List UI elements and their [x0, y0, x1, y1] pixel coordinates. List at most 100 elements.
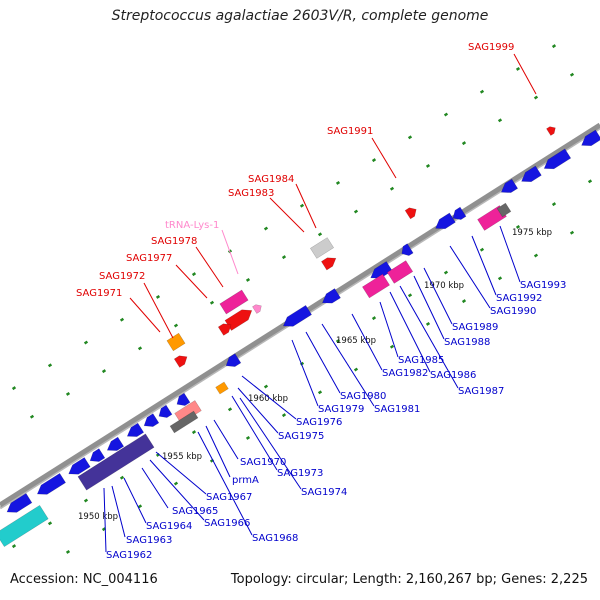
reverse-gene-leader [155, 451, 207, 495]
reverse-gene-leader [103, 487, 107, 553]
reverse-gene-leader [389, 291, 431, 373]
reverse-gene [500, 178, 519, 193]
reverse-gene-label: SAG1967 [206, 492, 252, 503]
tick-dot [425, 321, 431, 326]
scale-label: 1970 kbp [424, 281, 464, 291]
reverse-gene [89, 448, 106, 462]
forward-gene-red [321, 257, 337, 271]
tick-dot [83, 340, 89, 345]
reverse-gene [370, 261, 393, 279]
tick-dot [389, 344, 395, 349]
tick-dot [389, 186, 395, 191]
forward-gene-label: SAG1999 [468, 42, 514, 53]
tick-dot [335, 338, 341, 343]
tick-dot [515, 66, 521, 71]
topology-text: Topology: circular; Length: 2,160,267 bp… [230, 572, 588, 587]
forward-gene-red [546, 126, 556, 136]
reverse-gene-pink [174, 400, 202, 424]
tick-dot [227, 407, 233, 412]
forward-gene-leader [143, 282, 174, 339]
tick-dot [245, 435, 251, 440]
reverse-gene [521, 165, 542, 182]
accession-text: Accession: NC_004116 [10, 572, 158, 587]
tick-dot [461, 141, 467, 146]
tick-dot [65, 549, 71, 554]
tick-dot [173, 323, 179, 328]
forward-gene-leader [371, 137, 397, 179]
reverse-gene-gray [496, 202, 512, 218]
forward-gene-label: SAG1977 [126, 253, 172, 264]
reverse-gene [452, 206, 467, 220]
gene-features [0, 126, 600, 548]
tick-dot [173, 481, 179, 486]
reverse-gene [322, 288, 341, 304]
reverse-gene-magenta [386, 260, 414, 284]
tick-dot [119, 317, 125, 322]
reverse-gene-label: SAG1989 [452, 322, 498, 333]
reverse-gene-label: SAG1963 [126, 535, 172, 546]
reverse-gene-label: SAG1974 [301, 487, 347, 498]
reverse-gene-label: SAG1982 [382, 368, 428, 379]
tick-dot [263, 226, 269, 231]
tick-dot [353, 367, 359, 372]
forward-gene-leader [129, 297, 161, 333]
forward-gene-leader [269, 197, 305, 233]
reverse-gene [543, 148, 572, 170]
tick-dot [65, 391, 71, 396]
tick-dot [569, 230, 575, 235]
reverse-gene-leader [213, 419, 239, 460]
tick-dot [317, 390, 323, 395]
tick-dot [461, 299, 467, 304]
forward-gene-leader [175, 264, 208, 299]
tick-dot [209, 300, 215, 305]
tick-dot [137, 504, 143, 509]
forward-gene-red [173, 355, 188, 368]
tick-dot [533, 253, 539, 258]
tick-dot [137, 346, 143, 351]
tick-dot [119, 475, 125, 480]
tick-dot [263, 384, 269, 389]
reverse-gene [282, 304, 312, 327]
reverse-gene-leader [305, 331, 341, 394]
reverse-gene [126, 422, 145, 437]
reverse-gene-label: SAG1993 [520, 280, 566, 291]
reverse-gene-leader [379, 301, 399, 358]
forward-gene-label: SAG1983 [228, 188, 274, 199]
forward-gene-red [224, 309, 253, 331]
tick-dot [353, 209, 359, 214]
reverse-gene-label: SAG1980 [340, 391, 386, 402]
tick-dot [83, 498, 89, 503]
tick-dot [551, 202, 557, 207]
reverse-gene [435, 212, 456, 229]
tick-dot [245, 277, 251, 282]
reverse-gene-label: SAG1979 [318, 404, 364, 415]
reverse-gene-label: SAG1968 [252, 533, 298, 544]
reverse-gene-label: SAG1981 [374, 404, 420, 415]
tick-dot [191, 430, 197, 435]
forward-gene-red [404, 207, 417, 220]
reverse-gene [36, 472, 66, 495]
tick-dots [11, 44, 593, 554]
reverse-gene-leader [149, 459, 205, 521]
reverse-gene-purple [77, 433, 155, 491]
forward-gene-trna [252, 304, 262, 314]
reverse-gene-label: SAG1962 [106, 550, 152, 561]
forward-gene-magenta [219, 289, 249, 315]
forward-gene-gray [309, 237, 335, 259]
reverse-gene-leader [413, 275, 445, 340]
scale-label: 1950 kbp [78, 512, 118, 522]
reverse-gene-cyan [0, 504, 49, 548]
scale-label: 1975 kbp [512, 228, 552, 238]
tick-dot [11, 386, 17, 391]
reverse-gene-label: SAG1986 [430, 370, 476, 381]
scale-label: 1955 kbp [162, 452, 202, 462]
tick-dot [587, 179, 593, 184]
reverse-gene-leader [241, 375, 297, 420]
reverse-gene-leader [205, 425, 231, 478]
tick-dot [443, 112, 449, 117]
reverse-gene-label: SAG1966 [204, 518, 250, 529]
tick-dot [533, 95, 539, 100]
tick-dot [47, 521, 53, 526]
reverse-gene-label: SAG1992 [496, 293, 542, 304]
